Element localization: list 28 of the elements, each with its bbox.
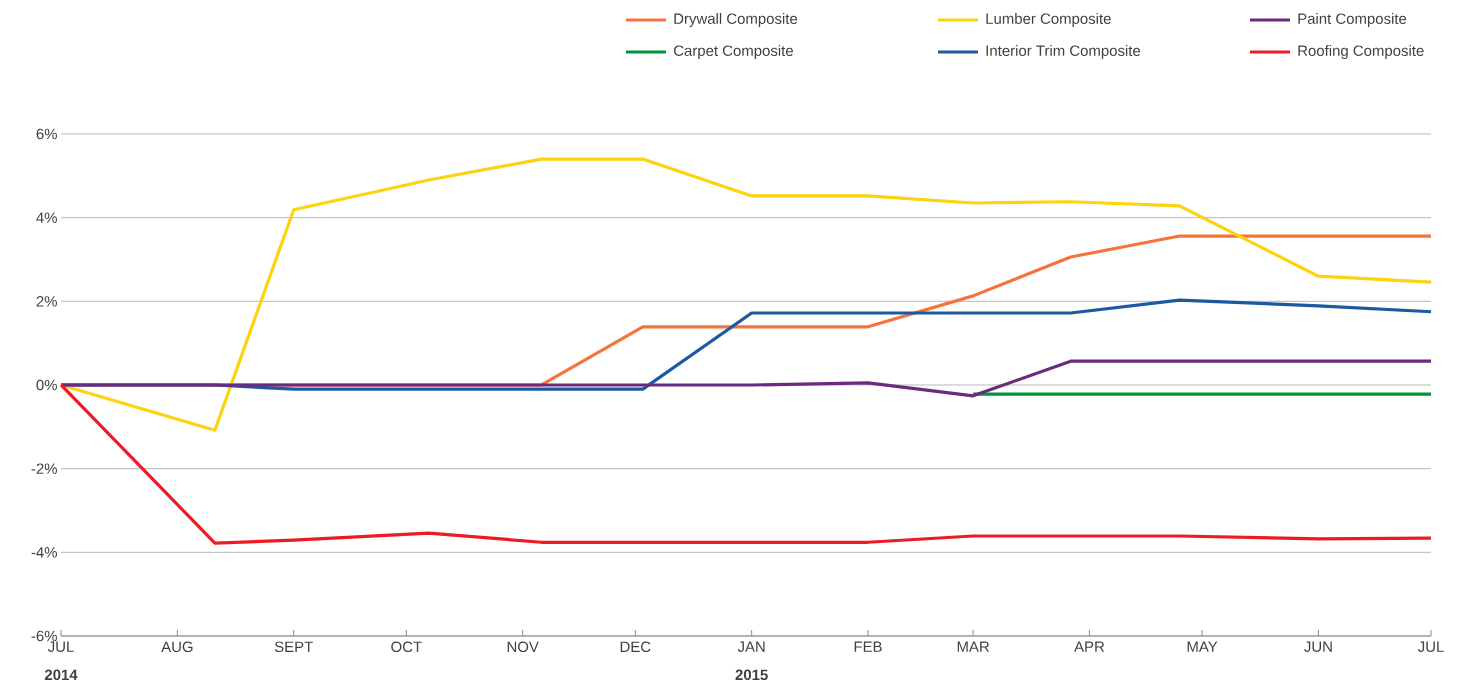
x-tick-label: MAY [1187, 641, 1218, 652]
x-tick-label: NOV [507, 641, 539, 653]
x-tick-label: JUL [47, 641, 74, 652]
y-tick-label: 6% [36, 128, 57, 140]
y-tick-label: -2% [31, 463, 57, 474]
legend-label: Interior Trim Composite [986, 45, 1141, 59]
y-tick-label: 0% [36, 379, 57, 391]
x-tick-label: MAR [957, 641, 990, 652]
text: 2014 [44, 669, 78, 681]
x-tick-label: JUN [1304, 641, 1332, 652]
legend-label: Roofing Composite [1298, 45, 1424, 59]
y-tick-label: -6% [31, 630, 57, 642]
legend-label: Carpet Composite [673, 45, 793, 59]
x-tick-label: SEPT [274, 641, 313, 653]
legend-label: Paint Composite [1298, 13, 1407, 27]
x-tick-label: APR [1074, 641, 1105, 652]
x-tick-label: FEB [854, 641, 882, 652]
y-tick-label: 2% [36, 296, 57, 307]
x-tick-label: DEC [620, 641, 651, 653]
text: 2015 [735, 669, 768, 681]
legend-label: Lumber Composite [986, 13, 1111, 27]
y-tick-label: -4% [31, 547, 57, 558]
x-tick-label: JAN [737, 641, 765, 652]
y-tick-label: 4% [36, 212, 57, 223]
x-tick-label: AUG [161, 641, 193, 653]
x-tick-label: JUL [1417, 641, 1444, 652]
x-tick-label: OCT [391, 641, 422, 653]
legend-label: Drywall Composite [674, 13, 798, 27]
